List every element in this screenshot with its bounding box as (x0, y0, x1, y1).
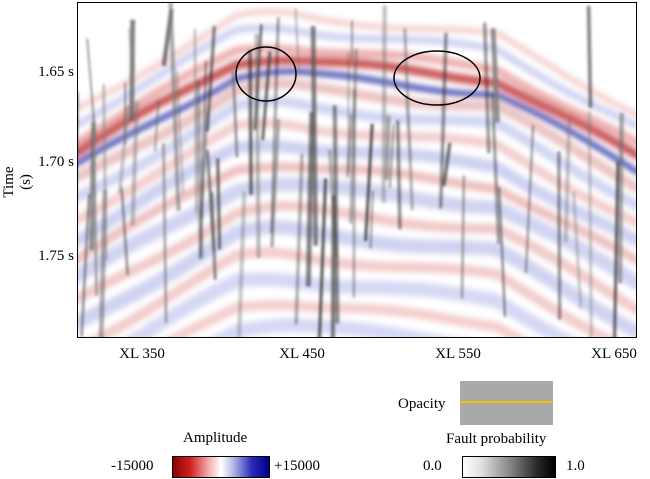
x-tick-xl450: XL 450 (262, 346, 342, 363)
y-tick-1-65: 1.65 s (24, 64, 74, 81)
fault-streak (387, 115, 389, 180)
y-tick-1-70: 1.70 s (24, 154, 74, 171)
fault-colorbar-title: Fault probability (446, 431, 546, 448)
fault-streak (218, 158, 220, 249)
fault-streak (398, 120, 400, 229)
fault-streak (308, 112, 312, 286)
fault-max-label: 1.0 (566, 458, 585, 475)
fault-streak (354, 90, 355, 298)
x-tick-xl350: XL 350 (102, 346, 182, 363)
x-tick-xl650: XL 650 (574, 346, 650, 363)
fault-streak (335, 105, 338, 323)
fault-streak (250, 51, 251, 195)
opacity-label: Opacity (398, 396, 445, 413)
opacity-slider[interactable] (460, 381, 553, 425)
fault-streak (589, 111, 591, 338)
opacity-line[interactable] (460, 401, 553, 403)
fault-streak (589, 6, 591, 108)
fault-streak (332, 195, 333, 338)
fault-probability-colorbar (462, 456, 556, 478)
fault-streak (195, 29, 196, 214)
fault-streak (620, 113, 622, 283)
y-tick-1-75: 1.75 s (24, 248, 74, 265)
fault-streak (559, 152, 560, 320)
fault-streak (313, 26, 316, 246)
amplitude-max-label: +15000 (274, 458, 320, 475)
amplitude-colorbar (172, 456, 270, 478)
x-tick-xl550: XL 550 (418, 346, 498, 363)
seismic-section-panel (77, 2, 637, 338)
fault-min-label: 0.0 (423, 458, 442, 475)
amplitude-colorbar-title: Amplitude (183, 430, 247, 447)
amplitude-min-label: -15000 (111, 458, 154, 475)
fault-streak (384, 5, 385, 202)
